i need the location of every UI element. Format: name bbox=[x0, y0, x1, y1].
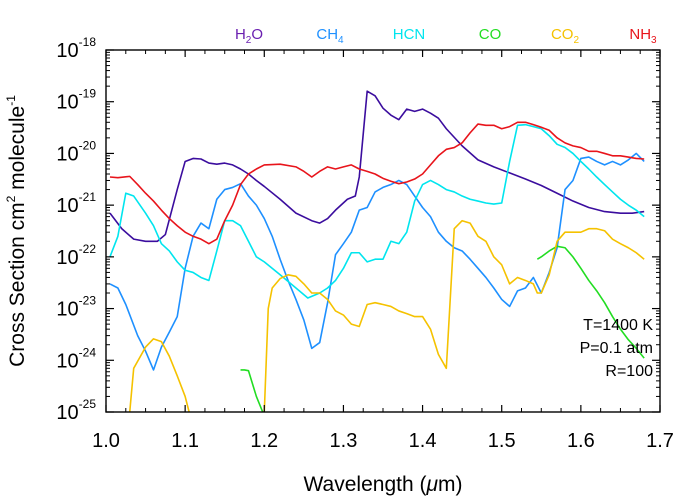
legend-item-co2: CO2 bbox=[551, 26, 580, 46]
series-layer bbox=[109, 90, 645, 412]
annotation-line: R=100 bbox=[605, 363, 653, 380]
y-tick-label: 10-21 bbox=[56, 190, 96, 217]
series-co-line-2 bbox=[536, 245, 645, 359]
series-ch4-line bbox=[109, 152, 645, 371]
y-axis-title: Cross Section cm2 molecule-1 bbox=[4, 95, 29, 367]
x-tick-label: 1.3 bbox=[330, 430, 358, 452]
y-tick-label: 10-18 bbox=[56, 35, 96, 62]
y-tick-label: 10-19 bbox=[56, 87, 96, 114]
x-tick-label: 1.2 bbox=[250, 430, 278, 452]
series-co2-line-1 bbox=[128, 338, 190, 412]
legend-item-ch4: CH4 bbox=[316, 26, 344, 46]
legend-item-h2o: H2O bbox=[235, 26, 263, 46]
y-tick-label: 10-23 bbox=[56, 294, 96, 321]
plot-frame bbox=[105, 49, 661, 413]
x-axis-unit-symbol: μ bbox=[425, 473, 438, 496]
tick-layer: 1.0 1.1 1.2 1.3 1.4 1.5 1.6 1.7 10-25 10-24 10-23 1… bbox=[56, 35, 674, 452]
x-tick-label: 1.0 bbox=[92, 430, 120, 452]
annotation-block: T=1400 K P=0.1 atm R=100 bbox=[580, 317, 654, 380]
x-axis-title: Wavelength (μm) bbox=[304, 473, 463, 496]
annotation-line: T=1400 K bbox=[583, 317, 653, 334]
series-hcn-line bbox=[109, 123, 645, 299]
annotation-line: P=0.1 atm bbox=[580, 340, 653, 357]
series-co-line-1 bbox=[240, 369, 264, 412]
y-tick-label: 10-25 bbox=[56, 397, 96, 424]
x-tick-label: 1.5 bbox=[488, 430, 516, 452]
legend-item-co: CO bbox=[479, 26, 502, 43]
series-nh3-line bbox=[109, 121, 645, 245]
series-h2o-line bbox=[109, 90, 645, 243]
y-axis-title-sup-1: 2 bbox=[4, 195, 18, 202]
y-tick-label: 10-24 bbox=[56, 345, 96, 372]
legend-item-hcn: HCN bbox=[393, 26, 426, 43]
series-co2-line-2 bbox=[263, 219, 645, 412]
x-tick-label: 1.7 bbox=[646, 430, 674, 452]
legend: H2O CH4 HCN CO CO2 NH3 bbox=[235, 26, 657, 46]
y-tick-label: 10-20 bbox=[56, 138, 96, 165]
y-tick-label: 10-22 bbox=[56, 242, 96, 269]
x-tick-label: 1.4 bbox=[409, 430, 437, 452]
legend-item-nh3: NH3 bbox=[629, 26, 657, 46]
x-tick-label: 1.1 bbox=[171, 430, 199, 452]
y-axis-title-sup-2: -1 bbox=[4, 95, 18, 106]
x-tick-label: 1.6 bbox=[567, 430, 595, 452]
